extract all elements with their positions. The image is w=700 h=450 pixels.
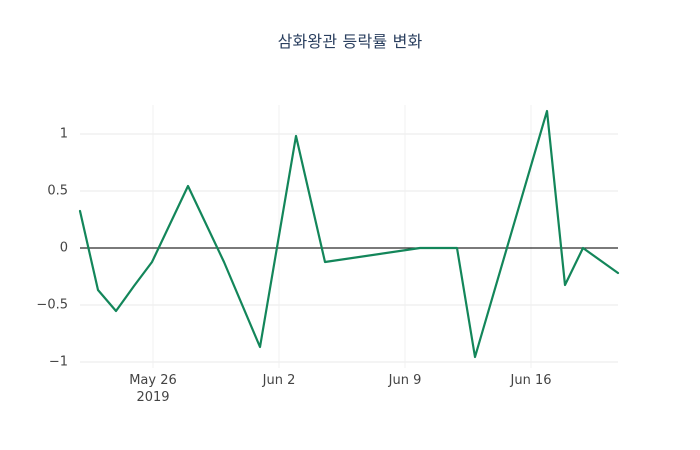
y-tick-label: 1: [59, 126, 68, 142]
x-tick-label: Jun 2: [262, 373, 296, 388]
y-tick-label: 0: [59, 240, 68, 256]
x-tick-label: Jun 9: [388, 373, 422, 388]
x-tick: Jun 9: [325, 372, 485, 389]
x-tick: Jun 2: [199, 372, 359, 389]
x-tick: Jun 16: [451, 372, 611, 389]
y-tick-label: −1: [48, 354, 68, 370]
y-tick-label: 0.5: [47, 183, 68, 199]
y-tick-label: −0.5: [36, 297, 68, 313]
data-line: [78, 109, 620, 359]
x-tick-label: May 26 2019: [129, 373, 177, 405]
x-tick-label: Jun 16: [510, 373, 552, 388]
chart-title: 삼화왕관 등락률 변화: [277, 32, 423, 51]
vertical-gridlines: [152, 105, 532, 368]
x-tick: May 26 2019: [73, 372, 233, 406]
